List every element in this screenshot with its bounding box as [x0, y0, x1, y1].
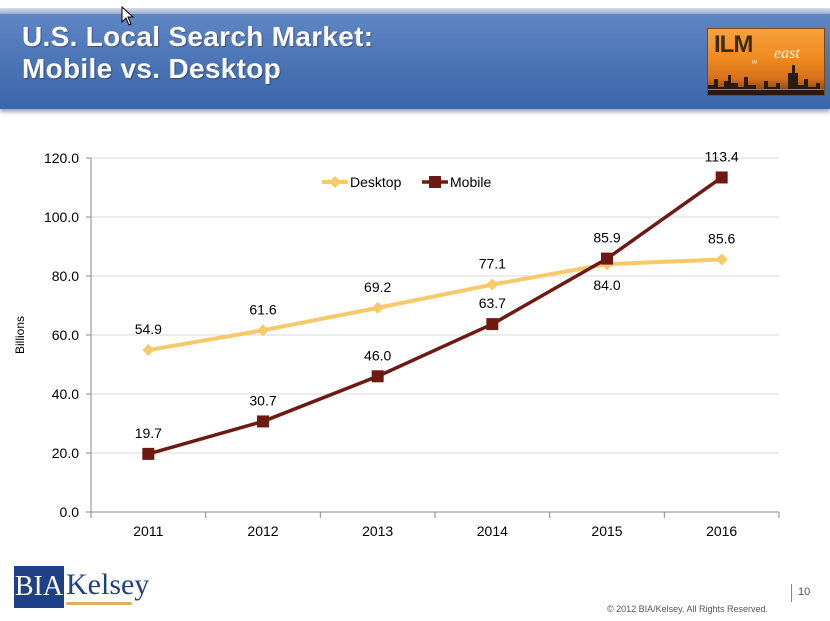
- data-point-mobile: [715, 171, 728, 184]
- series-line-desktop: [147, 257, 722, 353]
- series-layer: [142, 171, 728, 460]
- data-point-mobile: [142, 447, 155, 460]
- header-top-edge: [0, 8, 830, 16]
- y-tick-label: 80.0: [52, 268, 79, 284]
- data-label-desktop: 69.2: [364, 279, 391, 295]
- y-tick-label: 100.0: [44, 209, 79, 225]
- logo-ilm-text: ILM: [714, 31, 753, 58]
- legend-label-mobile: Mobile: [450, 174, 491, 190]
- ilm-east-logo: ILM east w: [707, 28, 825, 96]
- bia-box: BIA: [14, 566, 64, 608]
- data-label-desktop: 84.0: [593, 277, 620, 293]
- data-label-desktop: 61.6: [249, 301, 276, 317]
- y-tick-label: 0.0: [60, 504, 80, 520]
- data-label-desktop: 85.6: [708, 230, 735, 246]
- series-line-mobile: [147, 176, 723, 456]
- y-tick-label: 20.0: [52, 445, 79, 461]
- y-tick-label: 120.0: [44, 150, 79, 166]
- grid-layer: [91, 157, 779, 454]
- data-point-desktop: [486, 278, 499, 291]
- data-point-mobile: [601, 252, 613, 265]
- data-label-mobile: 19.7: [135, 425, 162, 441]
- axis-layer: 0.0 20.0 40.0 60.0 80.0 100.0 120.0 2011 2012 201…: [13, 150, 780, 539]
- y-axis-title: Billions: [13, 316, 27, 354]
- y-tick-label: 60.0: [52, 327, 79, 343]
- page-number: 10: [798, 586, 811, 598]
- x-tick-label: 2015: [591, 523, 622, 539]
- logo-w-text: w: [752, 59, 758, 66]
- title-line-1: U.S. Local Search Market:: [22, 21, 374, 52]
- x-tick-label: 2014: [477, 523, 508, 539]
- page-number-separator: [791, 584, 792, 602]
- title-line-2: Mobile vs. Desktop: [22, 53, 282, 84]
- city-skyline-icon: [708, 65, 824, 95]
- data-label-mobile: 63.7: [479, 295, 506, 311]
- x-tick-label: 2012: [247, 523, 278, 539]
- legend-marker-mobile: [429, 176, 441, 188]
- kelsey-swoosh: [66, 602, 132, 605]
- data-label-desktop: 54.9: [135, 321, 162, 337]
- data-label-mobile: 113.4: [705, 148, 739, 164]
- mouse-pointer-icon: [121, 6, 135, 26]
- slide-title: U.S. Local Search Market: Mobile vs. Des…: [22, 21, 373, 85]
- slide-header: [0, 14, 830, 109]
- kelsey-text: Kelsey: [66, 568, 150, 601]
- y-tick-label: 40.0: [52, 386, 79, 402]
- label-layer: 54.9 61.6 69.2 77.1 84.0 85.6 19.7 30.7 46.0 63.7…: [135, 148, 739, 440]
- data-point-desktop: [257, 324, 269, 337]
- data-point-mobile: [486, 318, 499, 331]
- x-tick-label: 2013: [362, 523, 393, 539]
- data-point-mobile: [371, 370, 384, 383]
- chart-legend: Desktop Mobile: [322, 174, 491, 190]
- legend-marker-desktop: [329, 176, 341, 188]
- data-point-desktop: [715, 253, 728, 266]
- data-label-mobile: 46.0: [364, 347, 391, 363]
- data-label-mobile: 30.7: [249, 392, 276, 408]
- data-point-desktop: [371, 301, 384, 314]
- x-tick-label: 2016: [706, 523, 737, 539]
- data-point-desktop: [142, 344, 155, 357]
- x-tick-label: 2011: [133, 523, 163, 539]
- data-point-mobile: [257, 415, 269, 428]
- legend-label-desktop: Desktop: [350, 174, 402, 190]
- line-chart: 0.0 20.0 40.0 60.0 80.0 100.0 120.0 2011 2012 201…: [13, 148, 780, 539]
- data-label-desktop: 77.1: [479, 256, 506, 272]
- data-label-mobile: 85.9: [593, 230, 620, 246]
- copyright-text: © 2012 BIA/Kelsey. All Rights Reserved.: [607, 604, 769, 614]
- logo-east-text: east: [774, 45, 800, 62]
